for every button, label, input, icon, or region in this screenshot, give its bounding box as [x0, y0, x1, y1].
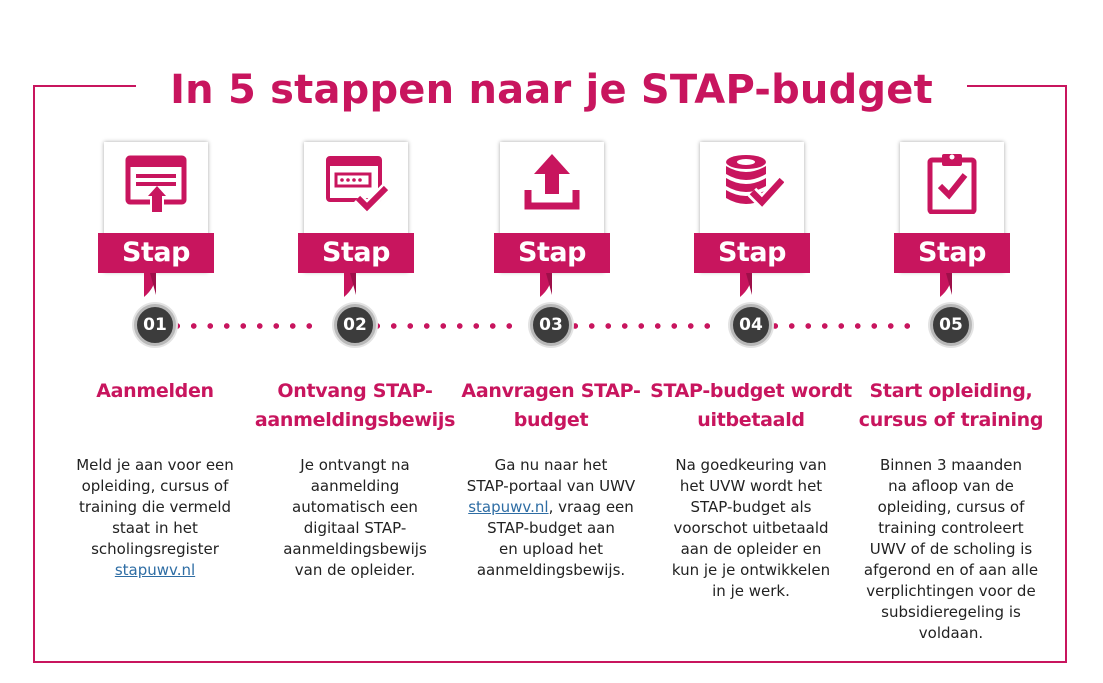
stapuwv-link[interactable]: stapuwv.nl: [468, 498, 549, 516]
step-number: 04: [730, 304, 772, 346]
timeline-dots: [767, 323, 918, 329]
step-description: Binnen 3 maanden na afloop van de opleid…: [863, 456, 1039, 642]
step-banner-label: Stap: [322, 237, 390, 268]
step-heading: Start opleiding, cursus of training: [858, 380, 1044, 431]
coins-check-icon: [726, 155, 784, 211]
step-number: 03: [530, 304, 572, 346]
step-description: Meld je aan voor een opleiding, cursus o…: [76, 456, 234, 579]
step-heading: Aanvragen STAP-budget: [461, 380, 641, 431]
step-heading: STAP-budget wordt uitbetaald: [650, 380, 852, 431]
step-description: Ga nu naar het STAP-portaal van UWV stap…: [466, 456, 636, 579]
step-number: 05: [930, 304, 972, 346]
step-banner: Stap: [694, 233, 810, 297]
step-number: 02: [334, 304, 376, 346]
step-banner-label: Stap: [122, 237, 190, 268]
step-description: Je ontvangt na aanmelding automatisch ee…: [283, 456, 427, 579]
upload-icon: [524, 154, 580, 210]
step-banner: Stap: [298, 233, 414, 297]
step-banner: Stap: [98, 233, 214, 297]
timeline-dots: [169, 323, 320, 329]
step-heading: Ontvang STAP- aanmeldingsbewijs: [254, 380, 456, 431]
step-description: Na goedkeuring van het UVW wordt het STA…: [671, 456, 831, 600]
step-banner: Stap: [494, 233, 610, 297]
stapuwv-link[interactable]: stapuwv.nl: [114, 561, 196, 579]
step-number: 01: [134, 304, 176, 346]
step-banner-label: Stap: [918, 237, 986, 268]
timeline-dots: [369, 323, 518, 329]
timeline-dots: [567, 323, 718, 329]
password-check-icon: [326, 156, 388, 214]
step-card: [900, 142, 1004, 272]
clipboard-check-icon: [927, 154, 977, 214]
page-title: In 5 stappen naar je STAP-budget: [136, 62, 967, 118]
step-banner-label: Stap: [518, 237, 586, 268]
step-heading: Aanmelden: [96, 380, 214, 402]
browser-upload-icon: [125, 155, 187, 212]
step-banner: Stap: [894, 233, 1010, 297]
step-banner-label: Stap: [718, 237, 786, 268]
